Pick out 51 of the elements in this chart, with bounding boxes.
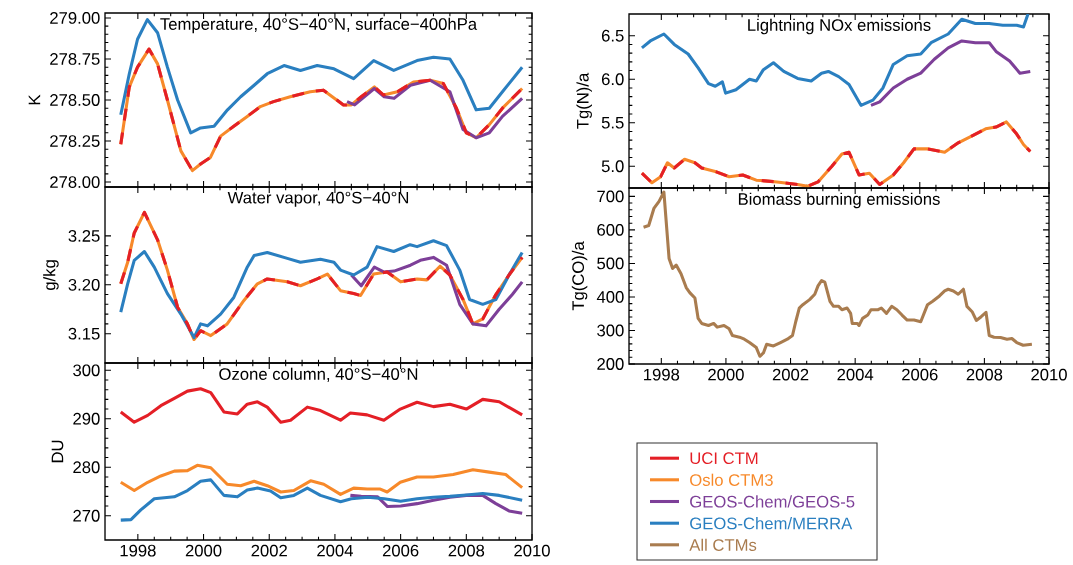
x-tick-label: 2008: [966, 368, 1003, 381]
y-tick-label: 6.0: [601, 73, 624, 86]
chart-title: Water vapor, 40°S−40°N: [227, 191, 409, 207]
y-tick-label: 500: [597, 257, 624, 270]
y-tick-label: 5.0: [601, 160, 624, 173]
x-tick-label: 2008: [448, 544, 485, 557]
x-tick-label: 2010: [514, 544, 550, 557]
legend-label: GEOS-Chem/GEOS-5: [690, 495, 855, 508]
x-tick-label: 2000: [185, 544, 222, 557]
legend-label: UCI CTM: [690, 452, 758, 465]
legend-label: GEOS-Chem/MERRA: [690, 517, 853, 530]
chart-title: Temperature, 40°S−40°N, surface−400hPa: [160, 17, 478, 34]
x-tick-label: 2006: [902, 368, 938, 381]
x-tick-label: 2006: [382, 544, 419, 557]
y-tick-label: 280: [73, 461, 100, 474]
y-tick-label: 400: [596, 291, 624, 303]
x-tick-label: 2004: [837, 368, 874, 381]
legend-label: Oslo CTM3: [690, 473, 773, 486]
y-tick-label: 279.00: [50, 12, 100, 24]
x-tick-label: 1998: [644, 368, 680, 381]
y-tick-label: 5.5: [601, 116, 624, 129]
y-tick-label: 3.20: [68, 278, 100, 291]
x-tick-label: 2010: [1031, 368, 1067, 381]
y-tick-label: 290: [73, 412, 100, 425]
x-tick-label: 2002: [251, 544, 287, 557]
x-tick-label: 2004: [317, 544, 353, 557]
y-tick-label: 3.25: [68, 230, 100, 242]
y-tick-label: 600: [597, 224, 624, 236]
y-tick-label: 278.00: [50, 176, 100, 188]
x-tick-label: 2002: [772, 368, 809, 381]
y-tick-label: 278.75: [50, 53, 100, 65]
y-axis-title: Tg(CO)/a: [571, 241, 588, 311]
y-tick-label: 278.25: [50, 135, 100, 147]
y-tick-label: 270: [73, 509, 100, 522]
y-axis-title: Tg(N)/a: [576, 72, 592, 129]
y-axis-title: g/kg: [43, 260, 59, 291]
x-tick-label: 2000: [708, 368, 744, 381]
legend-label: All CTMs: [689, 538, 757, 551]
y-tick-label: 3.15: [68, 327, 100, 340]
x-tick-label: 1998: [120, 544, 156, 557]
y-tick-label: 300: [73, 364, 100, 377]
chart-title: Lightning NOx emissions: [748, 18, 931, 35]
y-tick-label: 300: [597, 324, 624, 337]
y-tick-label: 6.5: [601, 29, 624, 42]
y-tick-label: 278.50: [50, 94, 100, 106]
chart-title: Biomass burning emissions: [738, 192, 940, 209]
y-axis-title: K: [28, 94, 41, 105]
y-axis-title: DU: [51, 440, 64, 463]
chart-title: Ozone column, 40°S−40°N: [219, 367, 418, 382]
y-tick-label: 200: [597, 358, 624, 370]
y-tick-label: 700: [597, 190, 624, 203]
